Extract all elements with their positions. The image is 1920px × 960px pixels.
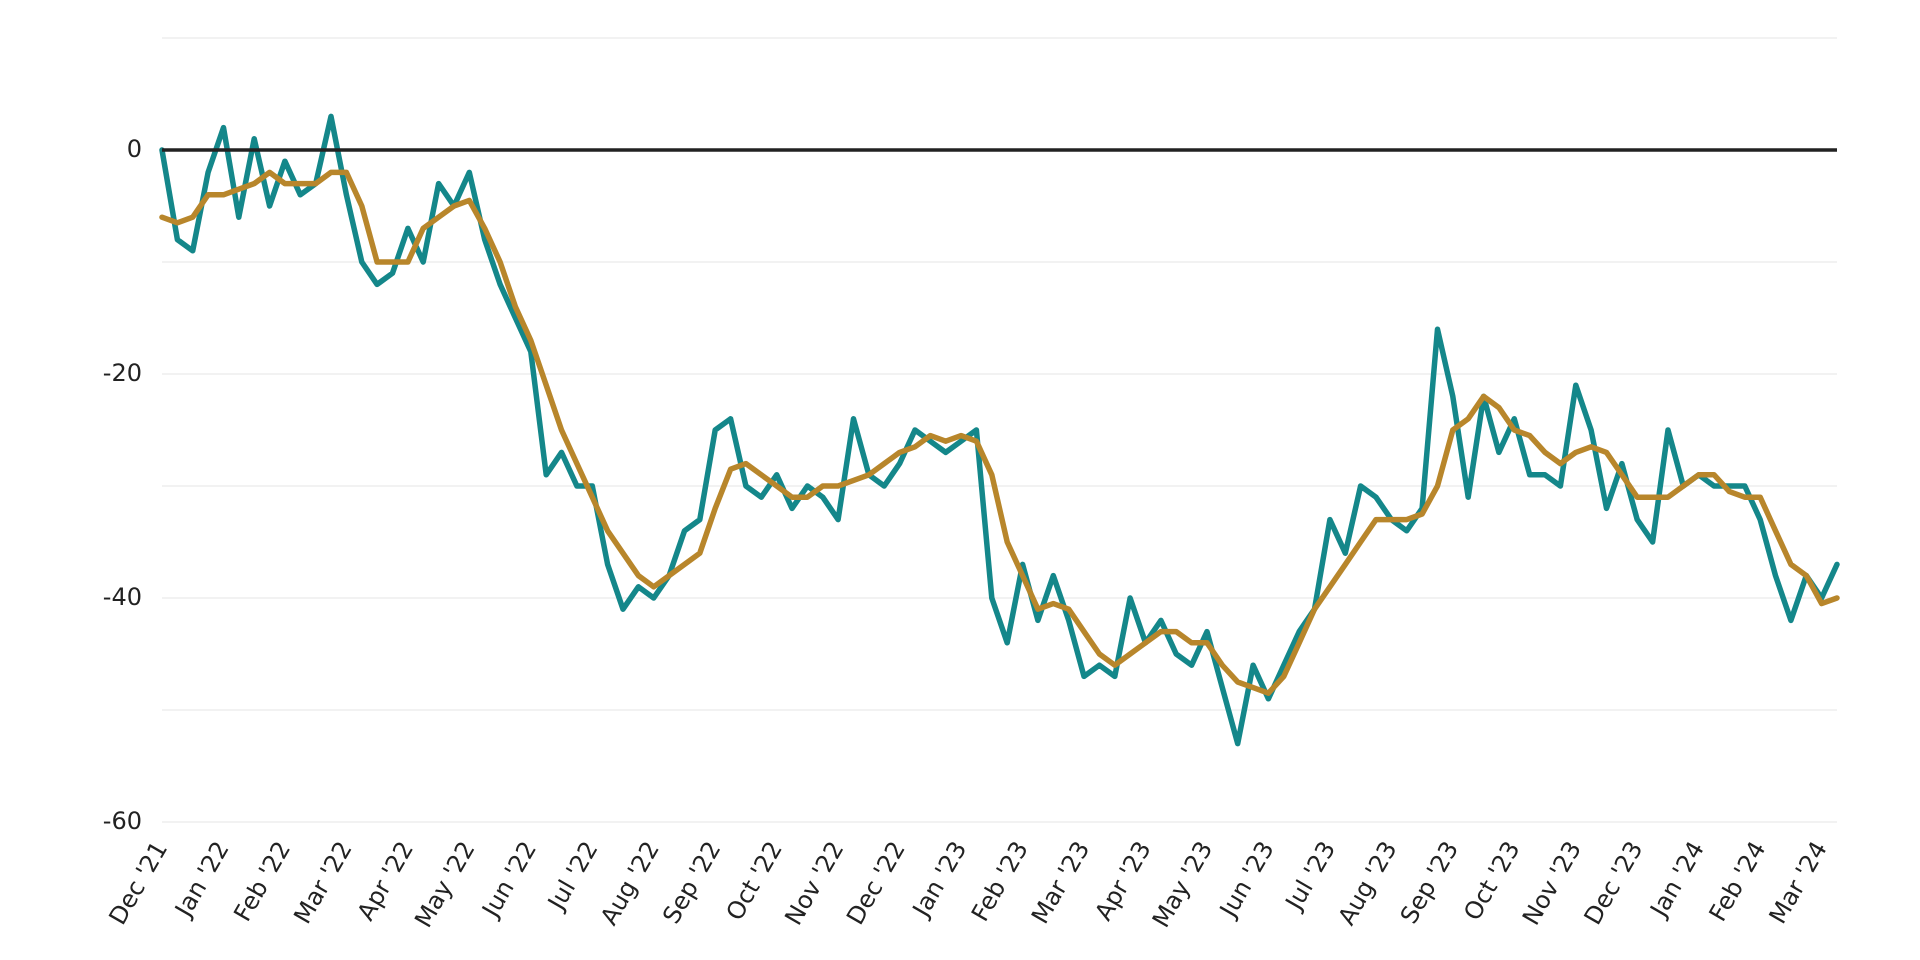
x-tick-label: Jan '22 bbox=[169, 837, 235, 924]
data-line bbox=[159, 169, 1840, 696]
x-tick-label: Apr '22 bbox=[352, 837, 419, 926]
x-tick-label: Oct '23 bbox=[1458, 837, 1525, 926]
y-tick-label: -20 bbox=[103, 359, 142, 387]
x-tick-label: Nov '22 bbox=[779, 837, 849, 930]
x-tick-label: Mar '23 bbox=[1026, 837, 1095, 929]
x-tick-label: Jan '24 bbox=[1644, 837, 1710, 924]
x-tick-label: Mar '22 bbox=[288, 837, 357, 929]
data-line bbox=[159, 113, 1840, 747]
x-tick-label: Sep '22 bbox=[657, 837, 726, 929]
x-tick-label: Oct '22 bbox=[721, 837, 788, 926]
x-tick-label: Dec '21 bbox=[103, 837, 173, 930]
x-tick-label: May '22 bbox=[409, 837, 480, 933]
x-tick-label: Aug '22 bbox=[595, 837, 665, 930]
x-tick-label: Jul '22 bbox=[541, 837, 603, 917]
x-tick-label: Sep '23 bbox=[1395, 837, 1464, 929]
x-tick-label: Jul '23 bbox=[1279, 837, 1341, 917]
x-tick-label: Dec '23 bbox=[1579, 837, 1649, 930]
x-tick-label: Jun '23 bbox=[1213, 837, 1279, 924]
x-tick-label: Feb '24 bbox=[1704, 837, 1772, 927]
x-tick-label: Dec '22 bbox=[841, 837, 911, 930]
x-tick-label: May '23 bbox=[1147, 837, 1218, 933]
y-tick-label: -40 bbox=[103, 583, 142, 611]
x-tick-label: Feb '22 bbox=[228, 837, 296, 927]
y-tick-label: 0 bbox=[127, 135, 142, 163]
y-tick-label: -60 bbox=[103, 807, 142, 835]
x-tick-label: Mar '24 bbox=[1764, 837, 1833, 929]
x-tick-label: Apr '23 bbox=[1089, 837, 1156, 926]
x-tick-label: Aug '23 bbox=[1333, 837, 1403, 930]
x-tick-label: Nov '23 bbox=[1517, 837, 1587, 930]
x-tick-label: Jan '23 bbox=[906, 836, 972, 923]
x-tick-label: Feb '23 bbox=[966, 837, 1034, 927]
x-tick-label: Jun '22 bbox=[476, 837, 542, 924]
